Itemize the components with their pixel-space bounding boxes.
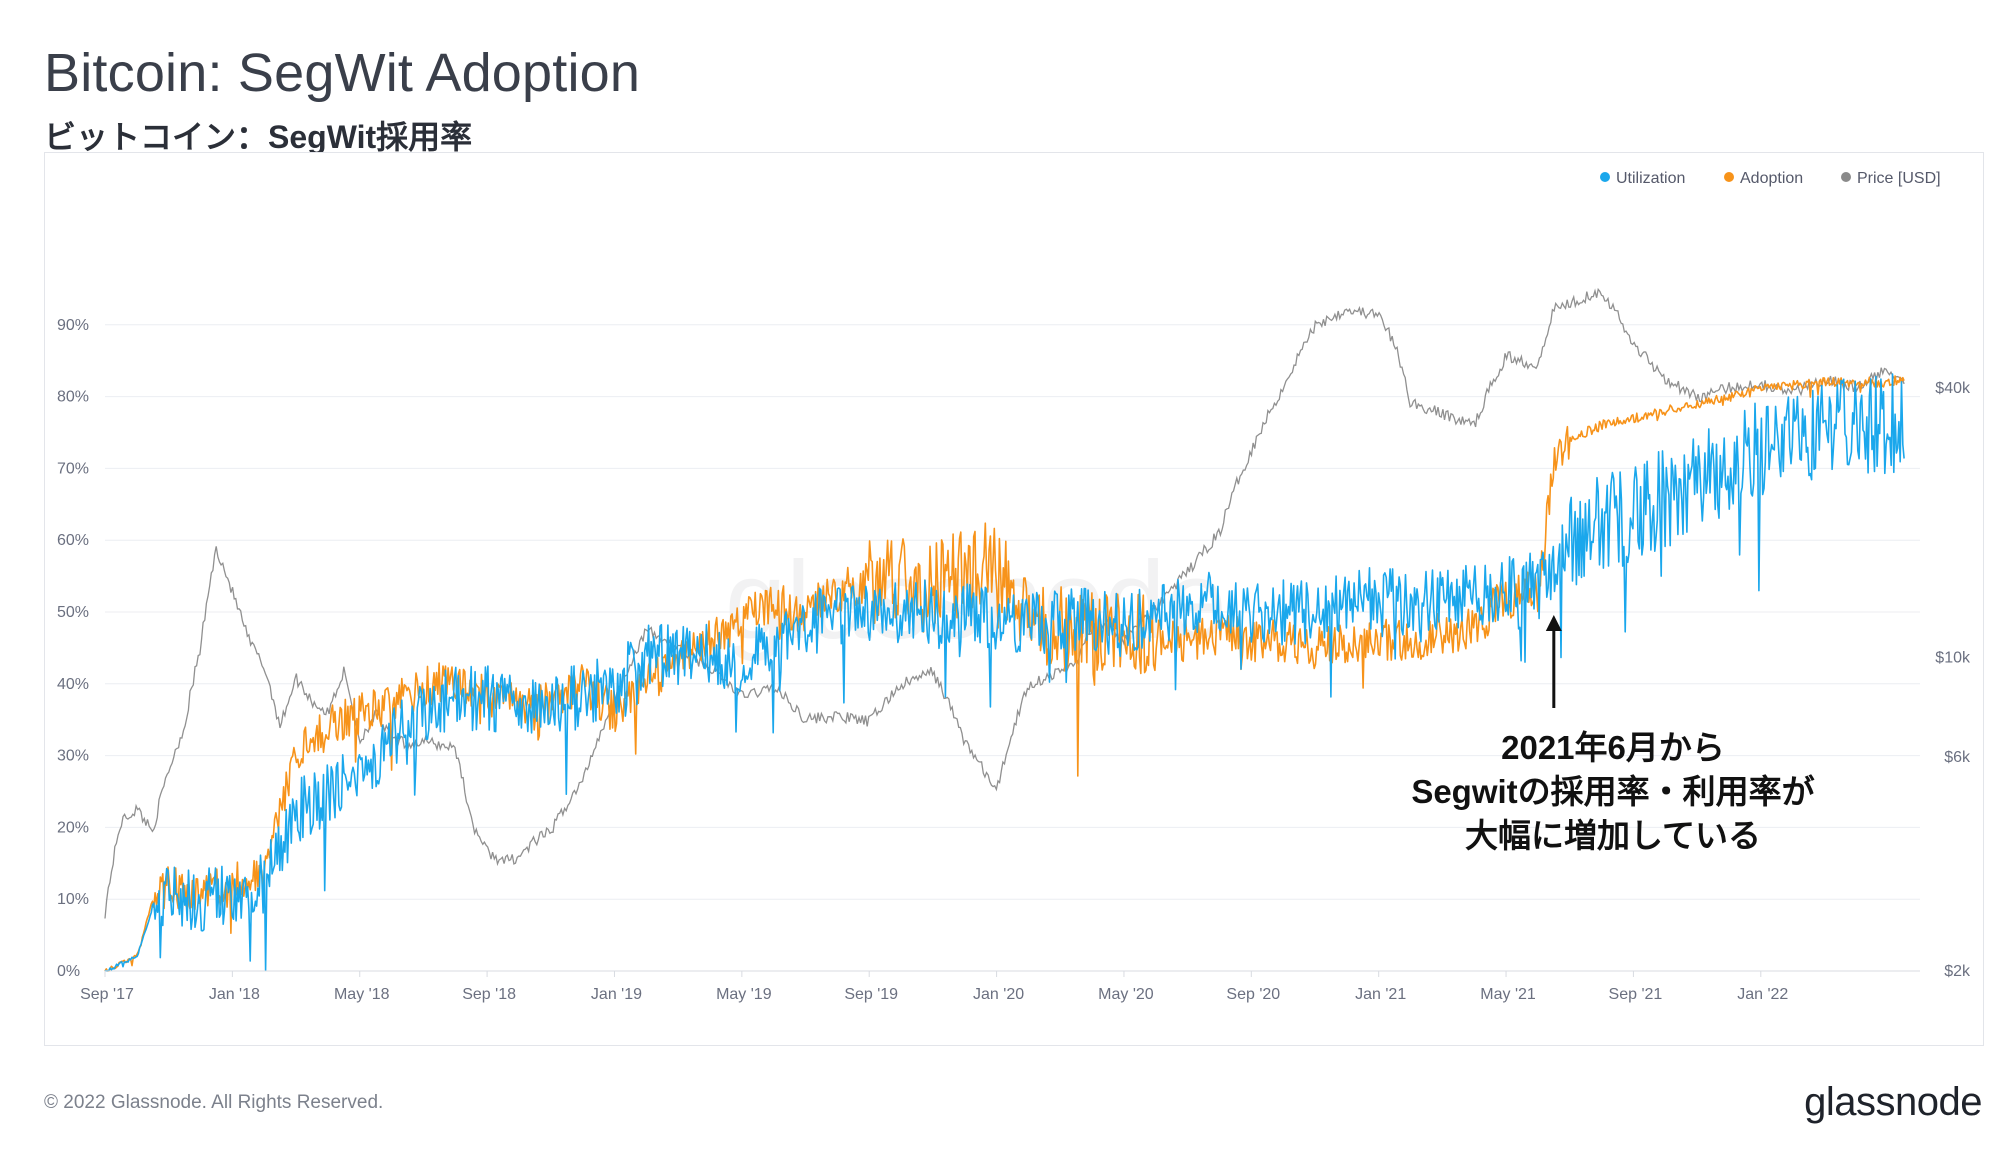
annotation-line-3: 大幅に増加している (1465, 817, 1761, 854)
legend-label: Price [USD] (1857, 170, 1941, 187)
price-line (104, 287, 1905, 919)
segwit-chart: glassnode 0%10%20%30%40%50%60%70%80%90%$… (57, 170, 1971, 1003)
x-tick-label: Sep '18 (462, 986, 516, 1003)
x-tick-label: Sep '20 (1226, 986, 1280, 1003)
y-left-tick-label: 90% (57, 317, 89, 334)
axes: 0% 10% 20% 30% 40% 50% 60% 70% 80% 90% $2k $6k $10k $… (57, 317, 1971, 1003)
copyright-notice: © 2022 Glassnode. All Rights Reserved. (44, 1092, 384, 1113)
x-tick-label: Jan '19 (591, 986, 642, 1003)
brand-logo: glassnode (1804, 1080, 1982, 1124)
legend-label: Utilization (1616, 170, 1685, 187)
legend-dot-1 (1724, 172, 1734, 182)
x-tick-label: Sep '19 (844, 986, 898, 1003)
x-tick-label: Sep '17 (80, 986, 134, 1003)
legend-dot-0 (1600, 172, 1610, 182)
x-tick-label: May '19 (716, 986, 772, 1003)
page-title: Bitcoin: SegWit Adoption (44, 43, 641, 103)
y-right-tick-label: $2k (1944, 963, 1971, 980)
annotation-line-2: Segwitの採用率・利用率が (1411, 773, 1814, 810)
y-right-tick-label: $40k (1935, 380, 1971, 397)
annotation-line-1: 2021年6月から (1501, 729, 1725, 766)
x-tick-label: May '20 (1098, 986, 1154, 1003)
adoption-line (104, 375, 1905, 972)
x-tick-label: Sep '21 (1609, 986, 1663, 1003)
y-right-tick-label: $6k (1944, 749, 1971, 766)
x-tick-label: Jan '21 (1355, 986, 1406, 1003)
x-tick-label: Jan '22 (1737, 986, 1788, 1003)
y-left-tick-label: 50% (57, 604, 89, 621)
y-left-tick-label: 70% (57, 460, 89, 477)
x-tick-label: May '21 (1480, 986, 1536, 1003)
page-subtitle: ビットコイン：SegWit採用率 (44, 119, 473, 155)
y-left-tick-label: 40% (57, 676, 89, 693)
y-left-tick-label: 30% (57, 748, 89, 765)
y-left-tick-label: 0% (57, 963, 80, 980)
x-tick-label: Jan '18 (209, 986, 260, 1003)
y-right-tick-label: $10k (1935, 650, 1971, 667)
legend-dot-2 (1841, 172, 1851, 182)
utilization-line (104, 373, 1905, 972)
y-left-tick-label: 80% (57, 389, 89, 406)
y-left-tick-label: 60% (57, 532, 89, 549)
legend-label: Adoption (1740, 170, 1803, 187)
x-tick-label: Jan '20 (973, 986, 1024, 1003)
chart-panel: glassnode 0% 10% 20% 30% 40% 50% 60% 70% 80% 90% $… (44, 152, 1984, 1046)
y-left-tick-label: 20% (57, 819, 89, 836)
annotation-arrow-head (1545, 615, 1562, 631)
legend[interactable]: Utilization Adoption Price [USD] (1600, 170, 1941, 187)
y-left-tick-label: 10% (57, 891, 89, 908)
series-layer (104, 287, 1905, 972)
x-tick-label: May '18 (334, 986, 390, 1003)
grid (105, 324, 1920, 900)
